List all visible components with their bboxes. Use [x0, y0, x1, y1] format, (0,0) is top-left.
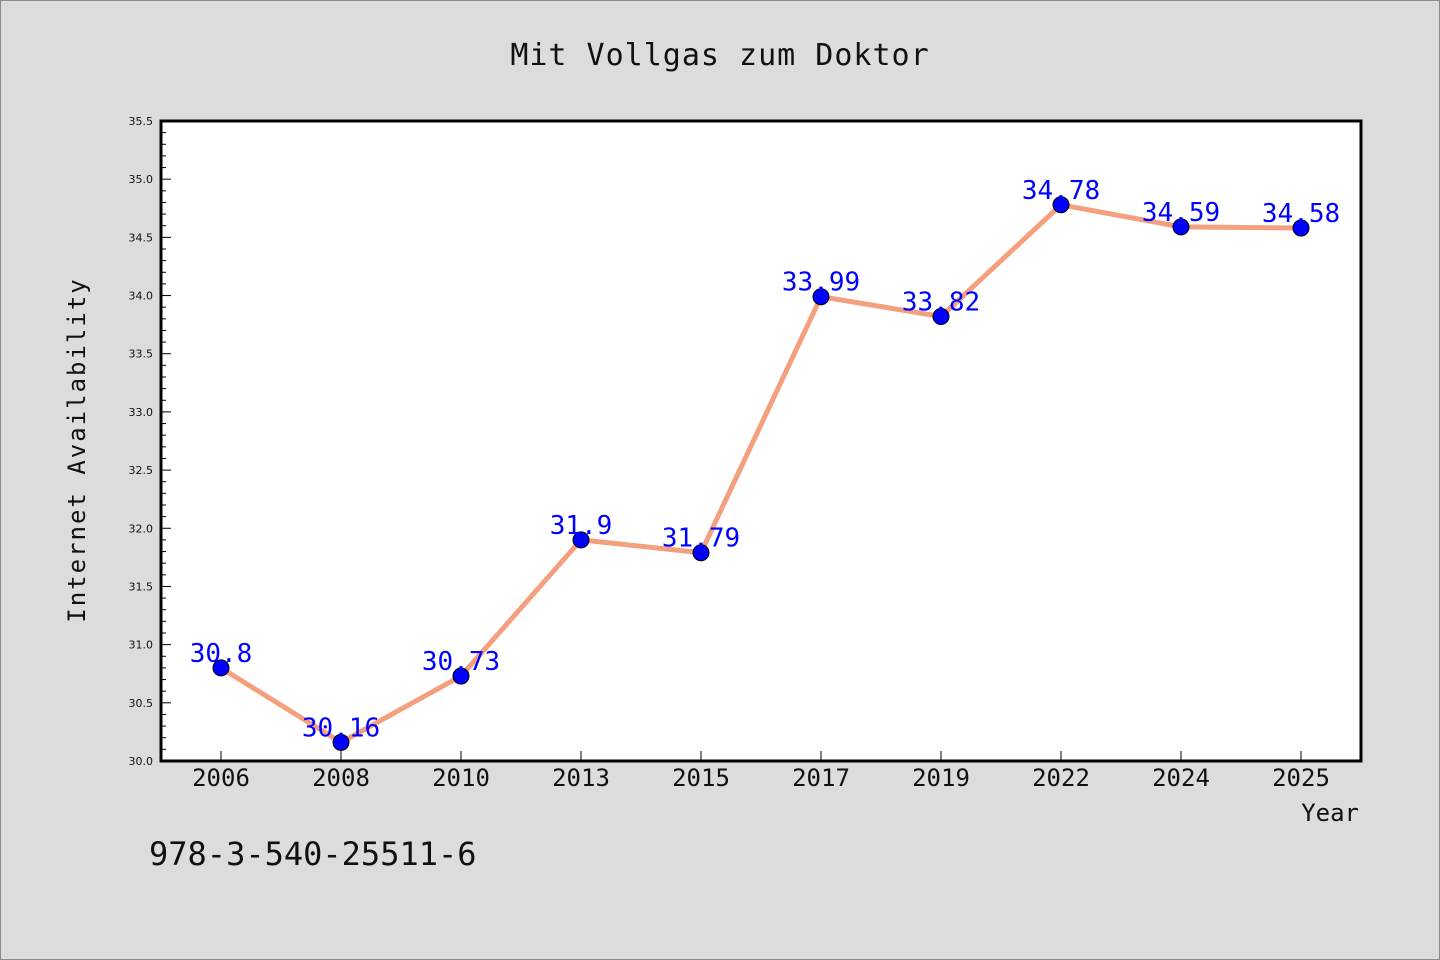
- chart-title: Mit Vollgas zum Doktor: [510, 38, 929, 73]
- x-tick-label: 2013: [552, 764, 610, 792]
- data-point: [932, 307, 950, 325]
- x-tick-label: 2015: [672, 764, 730, 792]
- data-point: [1172, 218, 1190, 236]
- y-tick-label: 33.0: [129, 406, 154, 419]
- data-point: [452, 667, 470, 685]
- data-label: 34.58: [1262, 199, 1340, 229]
- data-point: [1052, 196, 1070, 214]
- y-tick-label: 33.5: [129, 348, 154, 361]
- data-point: [1292, 219, 1310, 237]
- data-label: 33.99: [782, 268, 860, 298]
- y-tick-label: 35.5: [129, 115, 154, 128]
- isbn-annotation: 978-3-540-25511-6: [149, 835, 477, 873]
- x-tick-label: 2025: [1272, 764, 1330, 792]
- data-label: 34.78: [1022, 176, 1100, 206]
- data-label: 30.73: [422, 647, 500, 677]
- series-markers: [212, 196, 1310, 751]
- y-tick-label: 34.5: [129, 231, 154, 244]
- x-axis: 2006 2008 2010 2013 2015 2017 2019 2022 2024 2025: [192, 751, 1330, 792]
- y-axis: 30.0 30.5 31.0 31.5 32.0 32.5 33.0 33.5 34.0 34.5…: [129, 115, 171, 768]
- x-tick-label: 2017: [792, 764, 850, 792]
- data-label: 34.59: [1142, 198, 1220, 228]
- y-tick-label: 32.5: [129, 464, 154, 477]
- y-tick-label: 30.0: [129, 755, 154, 768]
- y-tick-label: 31.0: [129, 639, 154, 652]
- data-point: [572, 531, 590, 549]
- series-path: [218, 202, 1304, 745]
- data-label: 31.9: [550, 511, 613, 541]
- data-label: 30.8: [190, 639, 253, 669]
- x-axis-label: Year: [1301, 799, 1359, 827]
- x-tick-label: 2022: [1032, 764, 1090, 792]
- data-label: 31.79: [662, 524, 740, 554]
- data-label: 30.16: [302, 713, 380, 743]
- data-label: 33.82: [902, 287, 980, 317]
- y-tick-label: 35.0: [129, 173, 154, 186]
- y-axis-label: Internet Availability: [63, 277, 91, 622]
- y-tick-label: 32.0: [129, 522, 154, 535]
- x-tick-label: 2010: [432, 764, 490, 792]
- y-tick-label: 30.5: [129, 697, 154, 710]
- x-tick-label: 2024: [1152, 764, 1210, 792]
- y-tick-label: 31.5: [129, 580, 154, 593]
- data-point: [212, 659, 230, 677]
- data-point: [812, 288, 830, 306]
- x-tick-label: 2006: [192, 764, 250, 792]
- x-tick-label: 2019: [912, 764, 970, 792]
- y-tick-label: 34.0: [129, 290, 154, 303]
- series-line: [218, 202, 1304, 745]
- x-tick-label: 2008: [312, 764, 370, 792]
- data-labels: 30.8 30.16 30.73 31.9 31.79 33.99 33.82 34.78 34…: [190, 176, 1340, 744]
- plot-area: [159, 119, 1363, 763]
- data-point: [332, 733, 350, 751]
- data-point: [692, 544, 710, 562]
